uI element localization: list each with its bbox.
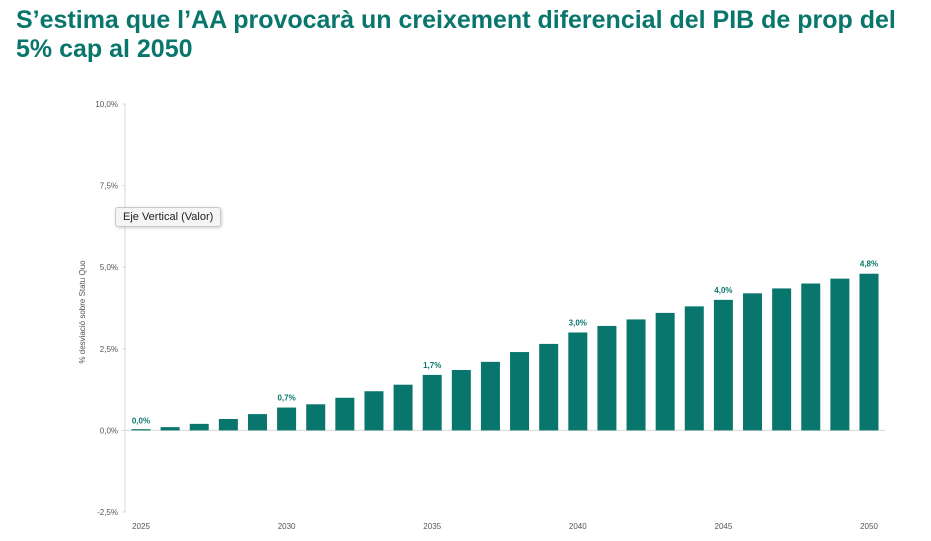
- bar-2044[interactable]: [684, 306, 704, 431]
- bar-2025[interactable]: [131, 429, 151, 431]
- bar-2036[interactable]: [451, 370, 471, 431]
- bar-2049[interactable]: [830, 278, 850, 431]
- bar-2039[interactable]: [539, 343, 559, 431]
- x-tick-label: 2050: [860, 522, 878, 531]
- bar-2026[interactable]: [160, 427, 180, 431]
- bars: [131, 273, 879, 431]
- bar-2029[interactable]: [247, 414, 267, 431]
- y-tick-label: 7,5%: [100, 182, 118, 191]
- bar-2034[interactable]: [393, 384, 413, 431]
- data-label-2025: 0,0%: [132, 416, 150, 425]
- bar-2030[interactable]: [277, 407, 297, 431]
- x-tick-label: 2030: [278, 522, 296, 531]
- y-axis-label: % desviació sobre Statu Quo: [78, 260, 87, 364]
- bar-2031[interactable]: [306, 404, 326, 431]
- bar-2047[interactable]: [772, 288, 792, 431]
- y-tick-label: 2,5%: [100, 345, 118, 354]
- data-label-2030: 0,7%: [277, 394, 295, 403]
- data-label-2035: 1,7%: [423, 361, 441, 370]
- x-tick-label: 2035: [423, 522, 441, 531]
- axis-tooltip: Eje Vertical (Valor): [115, 207, 222, 227]
- data-label-2050: 4,8%: [860, 260, 878, 269]
- data-label-2045: 4,0%: [714, 286, 732, 295]
- bar-2032[interactable]: [335, 397, 355, 431]
- bar-2038[interactable]: [510, 352, 530, 431]
- y-tick-label: 10,0%: [95, 100, 118, 109]
- bar-2041[interactable]: [597, 325, 617, 431]
- bar-2046[interactable]: [743, 293, 763, 431]
- y-tick-label: 5,0%: [100, 263, 118, 272]
- x-tick-label: 2045: [715, 522, 733, 531]
- bar-2048[interactable]: [801, 283, 821, 431]
- bar-2040[interactable]: [568, 332, 588, 431]
- bar-2043[interactable]: [655, 312, 675, 431]
- bar-2035[interactable]: [422, 374, 442, 431]
- bar-2045[interactable]: [713, 299, 733, 431]
- chart-title: S’estima que l’AA provocarà un creixemen…: [16, 6, 896, 63]
- data-labels: 0,0% 0,7% 1,7% 3,0% 4,0% 4,8%: [132, 260, 878, 426]
- y-tick-label: 0,0%: [100, 426, 118, 435]
- bar-2027[interactable]: [189, 423, 209, 431]
- axes: -2,5% 0,0% 2,5% 5,0% 7,5% 10,0% 2025 2030 2035 20…: [95, 100, 885, 531]
- bar-2028[interactable]: [218, 418, 238, 431]
- x-tick-label: 2040: [569, 522, 587, 531]
- bar-2042[interactable]: [626, 319, 646, 431]
- bar-2050[interactable]: [859, 273, 879, 431]
- bar-2037[interactable]: [480, 361, 500, 431]
- bar-2033[interactable]: [364, 391, 384, 431]
- data-label-2040: 3,0%: [569, 318, 587, 327]
- x-tick-label: 2025: [132, 522, 150, 531]
- y-tick-label: -2,5%: [97, 508, 118, 517]
